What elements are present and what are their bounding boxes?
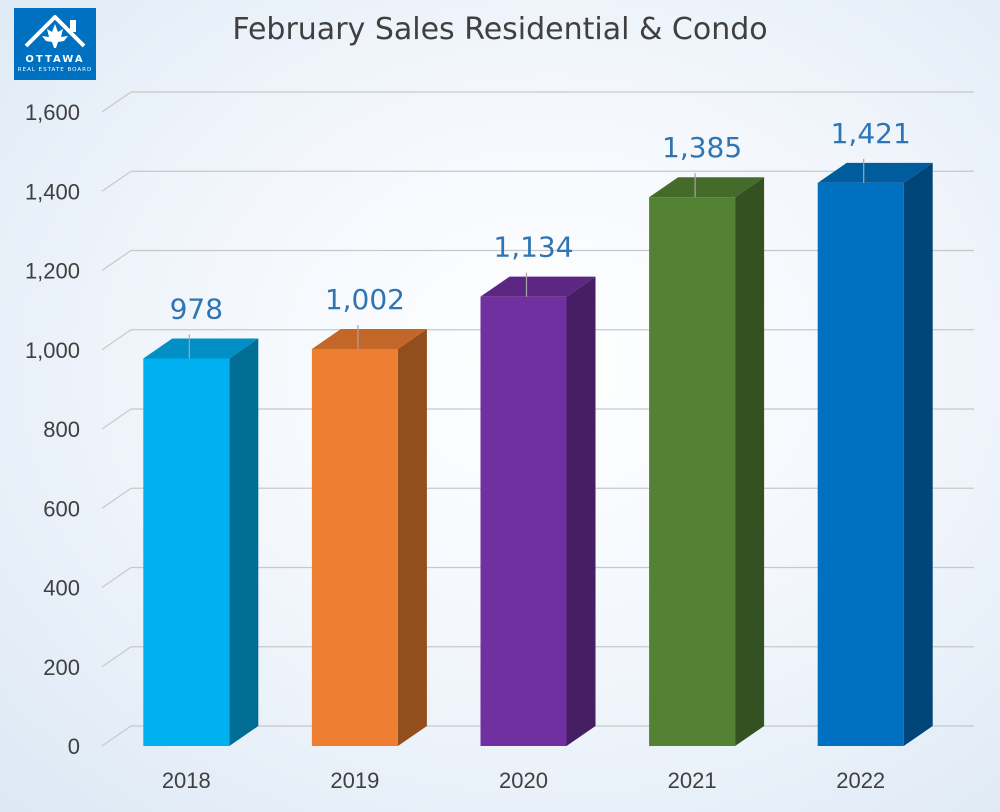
bar-side [229,338,259,746]
bar-top [817,162,933,183]
y-tick-label: 200 [43,655,80,680]
gridline-side [101,646,132,668]
data-label: 1,421 [831,117,911,150]
bar-top [311,328,427,349]
x-tick-label: 2018 [162,768,211,793]
y-tick-label: 1,400 [25,179,80,204]
gridline-side [101,408,132,430]
x-tick-label: 2020 [499,768,548,793]
y-tick-label: 800 [43,417,80,442]
chart-title: February Sales Residential & Condo [232,12,768,47]
bar-side [566,276,596,746]
x-tick-label: 2022 [836,768,885,793]
gridline-side [101,329,132,351]
bar-side [903,162,933,746]
logo-subtitle: REAL ESTATE BOARD [17,67,93,73]
y-tick-label: 1,000 [25,338,80,363]
bar-top [143,338,259,359]
gridline-side [101,91,132,113]
house-maple-leaf-icon [14,8,96,80]
gridline-side [101,567,132,588]
gridline-side [101,170,132,192]
bar-side [397,328,427,746]
y-tick-label: 1,200 [25,259,80,284]
y-tick-label: 1,600 [25,100,80,125]
x-tick-label: 2021 [668,768,717,793]
y-tick-label: 0 [68,734,80,759]
ottawa-real-estate-board-logo: OTTAWA REAL ESTATE BOARD [14,8,96,80]
x-tick-label: 2019 [330,768,379,793]
bar [143,358,230,746]
logo-name: OTTAWA [25,54,85,65]
data-label: 1,002 [325,283,405,316]
data-label: 1,134 [493,231,573,264]
y-tick-label: 600 [43,496,80,521]
data-label: 978 [170,292,223,325]
bar-top [480,276,596,297]
bar-top [649,177,765,198]
gridline-side [101,725,132,747]
gridline-side [101,250,132,271]
bar-side [735,177,765,747]
bar [480,296,567,746]
gridline-side [101,487,132,509]
y-tick-label: 400 [43,576,80,601]
bar [649,197,736,747]
bar [817,182,904,746]
bar [311,348,398,746]
data-label: 1,385 [662,131,742,164]
